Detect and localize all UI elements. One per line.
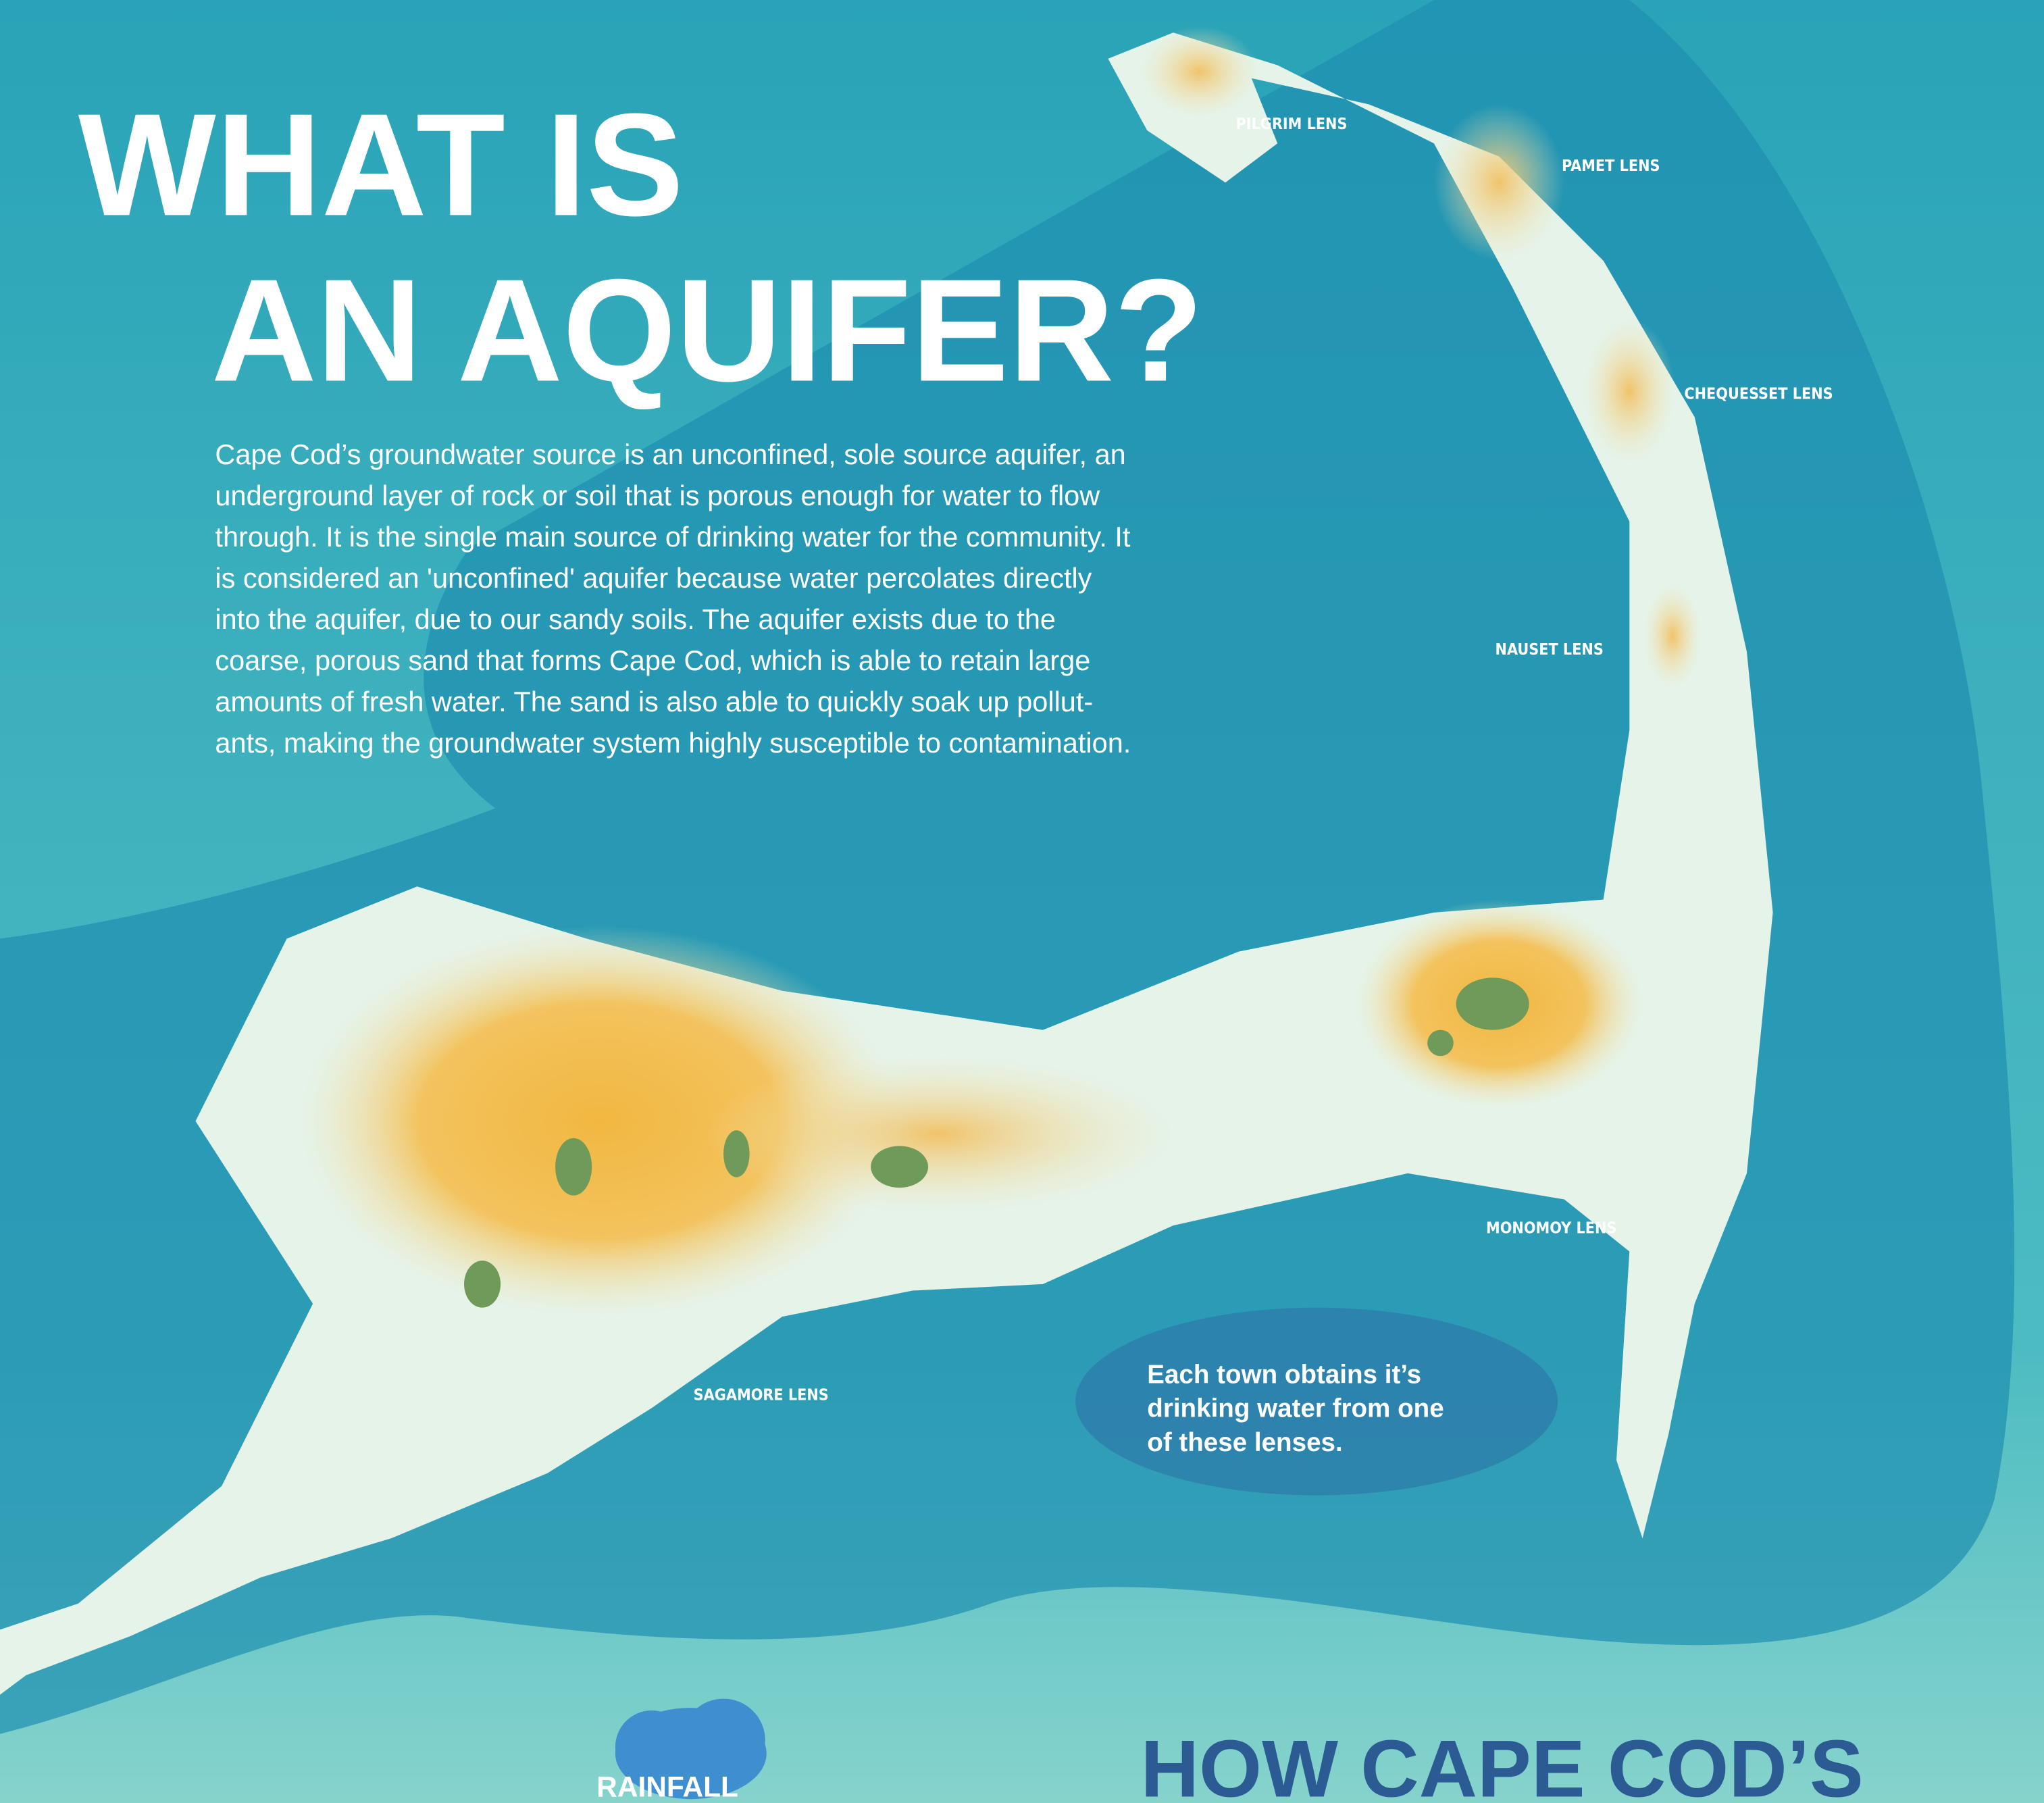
body-line: Cape Cod’s groundwater source is an unco… [215, 438, 1125, 470]
title-line: AN AQUIFER? [211, 249, 1204, 412]
callout-line: Each town obtains it’s [1147, 1361, 1421, 1390]
body-line: ants, making the groundwater system high… [215, 727, 1131, 759]
body-line: into the aquifer, due to our sandy soils… [215, 603, 1056, 635]
title-line: WHAT IS [78, 82, 684, 246]
chequesset-aquifer [1584, 320, 1675, 463]
body-line: amounts of fresh water. The sand is also… [215, 686, 1093, 717]
body-line: coarse, porous sand that forms Cape Cod,… [215, 644, 1090, 676]
pamet-aquifer [1434, 104, 1564, 261]
lens-label: PAMET LENS [1562, 157, 1660, 175]
section-title: HOW CAPE COD’S [1141, 1724, 1864, 1803]
lens-label: PILGRIM LENS [1235, 116, 1347, 133]
body-line: through. It is the single main source of… [215, 521, 1130, 553]
lens-label: MONOMOY LENS [1486, 1220, 1616, 1238]
lens-label: NAUSET LENS [1496, 641, 1604, 659]
rainfall-label: RAINFALL [596, 1771, 738, 1802]
lens-label: CHEQUESSET LENS [1684, 386, 1833, 403]
sagamore-aquifer-tail [704, 1056, 1173, 1213]
pilgrim-aquifer [1141, 26, 1258, 118]
callout-line: of these lenses. [1147, 1428, 1342, 1457]
nauset-aquifer [1644, 584, 1702, 688]
page: WHAT IS AN AQUIFER? Cape Cod’s groundwat… [0, 0, 2044, 1803]
infographic: WHAT IS AN AQUIFER? Cape Cod’s groundwat… [0, 0, 2044, 1803]
body-line: underground layer of rock or soil that i… [215, 480, 1100, 511]
lens-label: SAGAMORE LENS [694, 1387, 829, 1404]
callout-line: drinking water from one [1147, 1394, 1443, 1423]
body-line: is considered an 'unconfined' aquifer be… [215, 562, 1092, 594]
